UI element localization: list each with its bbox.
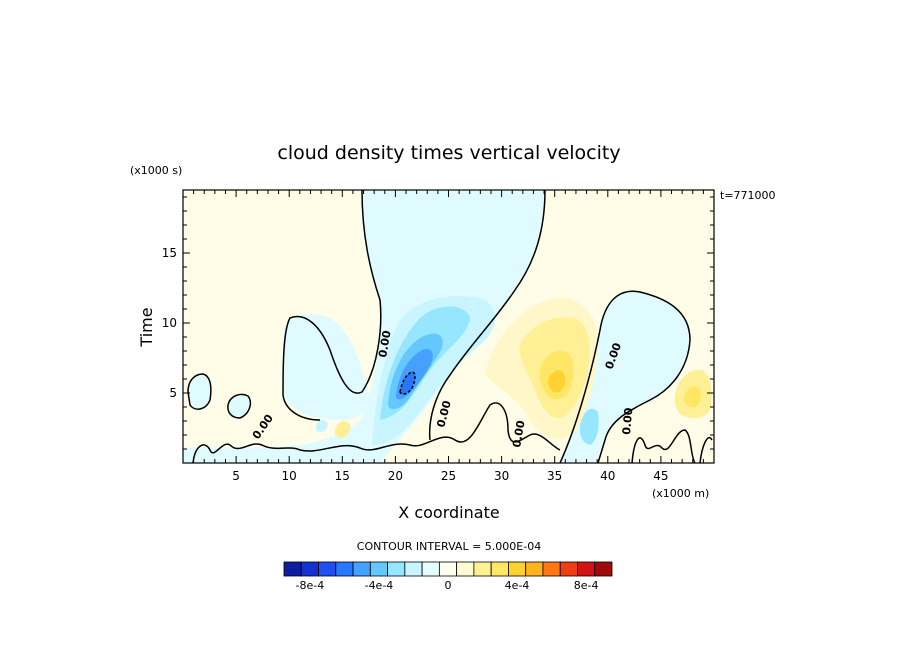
colorbar-swatch	[318, 561, 337, 577]
colorbar-swatch	[508, 561, 527, 577]
colorbar-swatch	[438, 561, 458, 577]
zero-contours	[187, 190, 713, 463]
positive-east-core	[684, 386, 702, 408]
colorbar-swatch	[283, 561, 302, 577]
colorbar-tick-label: 4e-4	[505, 579, 530, 592]
contour-bottom-wiggle	[192, 402, 561, 463]
contour-far-right	[699, 436, 713, 463]
negative-shade-1	[372, 296, 496, 445]
colorbar-tick-label: -8e-4	[296, 579, 325, 592]
y-unit-label: (x1000 s)	[130, 164, 182, 177]
contour-label-4: 0.00	[510, 419, 528, 448]
colorbar-swatch	[456, 561, 475, 577]
colorbar-swatch	[335, 561, 354, 577]
negative-spot-1	[579, 408, 599, 445]
negative-blob-left	[188, 374, 211, 410]
contour-right-wiggle	[631, 429, 696, 463]
colorbar	[283, 561, 613, 577]
positive-shade-4	[548, 370, 566, 393]
x-tick-label: 45	[653, 469, 668, 483]
colorbar-swatch	[559, 561, 578, 577]
x-tick-label: 15	[335, 469, 350, 483]
contour-plume-right	[428, 190, 546, 441]
colorbar-tick-label: -4e-4	[365, 579, 394, 592]
colorbar-swatch	[404, 561, 423, 577]
y-axis-label: Time	[137, 307, 156, 347]
colorbar-swatch	[525, 561, 544, 577]
colorbar-swatch	[421, 561, 440, 577]
x-tick-label: 40	[600, 469, 615, 483]
x-unit-label: (x1000 m)	[652, 487, 709, 500]
colorbar-swatch	[369, 561, 388, 577]
x-tick-label: 10	[282, 469, 297, 483]
colorbar-tick-label: 8e-4	[574, 579, 599, 592]
y-tick-label: 10	[162, 316, 177, 330]
positive-spot	[334, 420, 351, 438]
x-tick-label: 20	[388, 469, 403, 483]
contour-label-5: 0.00	[620, 407, 635, 436]
field-shading	[183, 190, 712, 463]
x-tick-label: 5	[232, 469, 240, 483]
colorbar-swatch	[473, 561, 492, 577]
chart-title: cloud density times vertical velocity	[277, 142, 620, 164]
colorbar-tick-label: 0	[445, 579, 452, 592]
contour-core-loop	[399, 371, 416, 395]
colorbar-swatch	[300, 561, 319, 577]
colorbar-swatch	[387, 561, 406, 577]
negative-region-west	[283, 314, 369, 420]
x-tick-label: 30	[494, 469, 509, 483]
colorbar-swatch	[594, 561, 613, 577]
x-axis: 5 10 15 20 25 30 35 40 45	[193, 190, 704, 483]
contour-label-1: 0.00	[376, 329, 394, 358]
colorbar-swatch	[352, 561, 371, 577]
y-tick-label: 5	[169, 386, 177, 400]
negative-plume	[183, 190, 545, 463]
x-tick-label: 35	[547, 469, 562, 483]
y-tick-label: 15	[162, 246, 177, 260]
negative-blob-small	[227, 394, 251, 418]
colorbar-ticks: -8e-4 -4e-4 0 4e-4 8e-4	[296, 579, 599, 592]
contour-east-loop	[559, 290, 691, 463]
colorbar-swatch	[490, 561, 509, 577]
contour-small-loop	[227, 393, 252, 419]
y-axis: 5 10 15	[162, 196, 714, 450]
x-tick-label: 25	[441, 469, 456, 483]
negative-spot-2	[316, 419, 328, 432]
colorbar-swatch	[577, 561, 596, 577]
time-stamp: t=771000	[720, 189, 776, 202]
contour-plume-left	[282, 190, 382, 421]
contour-west-loop	[187, 373, 212, 410]
colorbar-swatch	[542, 561, 561, 577]
x-axis-label: X coordinate	[398, 503, 499, 522]
contour-interval: CONTOUR INTERVAL = 5.000E-04	[357, 540, 541, 553]
